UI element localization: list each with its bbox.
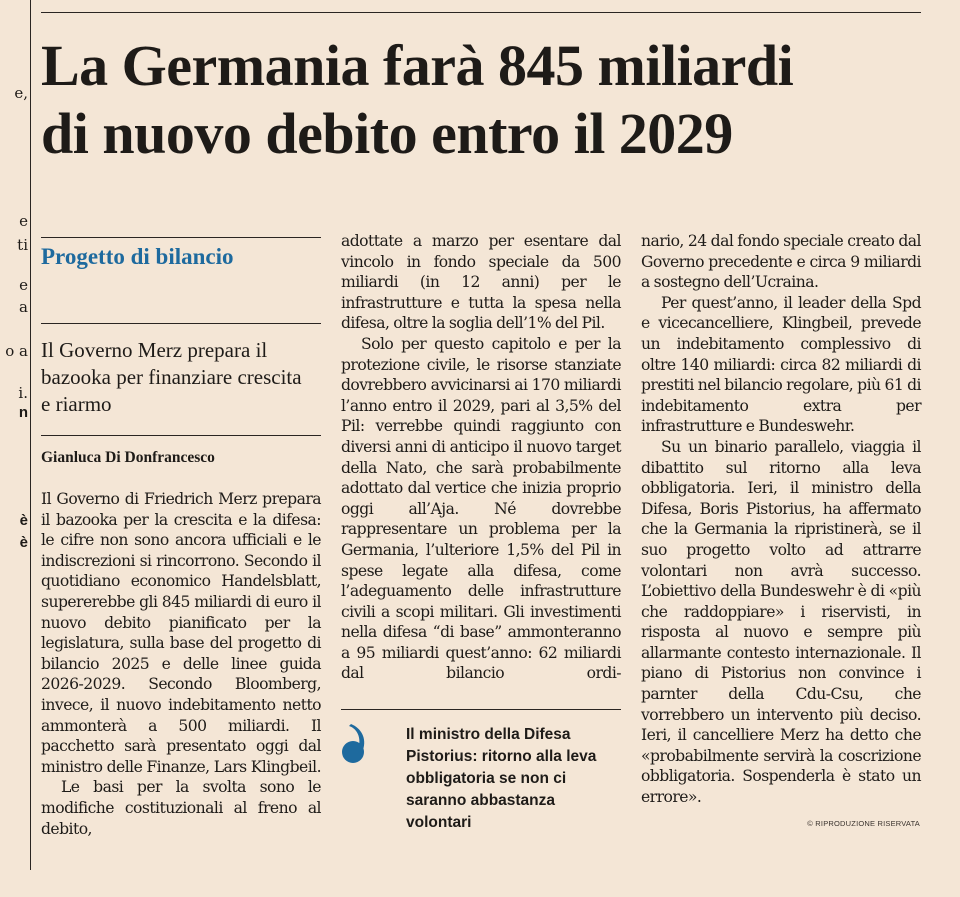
body-paragraph: Il Governo di Friedrich Merz prepara il … bbox=[41, 490, 322, 776]
fragment-text: a bbox=[19, 298, 28, 316]
body-paragraph: adottate a marzo per esentare dal vincol… bbox=[341, 232, 622, 333]
fragment-text: o a bbox=[5, 342, 28, 360]
headline: La Germania farà 845 miliardi di nuovo d… bbox=[41, 32, 941, 168]
headline-line: di nuovo debito entro il 2029 bbox=[41, 101, 733, 166]
pullquote-rule bbox=[341, 709, 621, 710]
body-column-1: Il Governo di Friedrich Merz prepara il … bbox=[41, 489, 322, 839]
fragment-text: n bbox=[18, 404, 28, 421]
body-paragraph: Su un binario parallelo, viaggia il diba… bbox=[641, 437, 922, 807]
previous-column-fragment: e, e ti e a o a i. n è è bbox=[0, 0, 28, 880]
body-column-2: adottate a marzo per esentare dal vincol… bbox=[341, 231, 622, 684]
top-rule bbox=[41, 12, 921, 13]
subtitle: Il Governo Merz prepara il bazooka per f… bbox=[41, 338, 302, 416]
copyright-notice: © RIPRODUZIONE RISERVATA bbox=[807, 819, 920, 828]
fragment-text: i. bbox=[18, 384, 28, 402]
fragment-text: e, bbox=[14, 84, 28, 102]
body-paragraph: Solo per questo capitolo e per la protez… bbox=[341, 334, 622, 683]
section-rule bbox=[41, 237, 321, 238]
section-label: Progetto di bilancio bbox=[41, 244, 234, 269]
pullquote: Il ministro della Difesa Pistorius: rito… bbox=[406, 726, 597, 831]
fragment-text: ti bbox=[17, 236, 28, 254]
author-rule bbox=[41, 435, 321, 436]
headline-line: La Germania farà 845 miliardi bbox=[41, 33, 794, 98]
fragment-text: e bbox=[19, 212, 28, 230]
fragment-text: e bbox=[19, 276, 28, 294]
body-paragraph: Le basi per la svolta sono le modifiche … bbox=[41, 778, 322, 838]
body-paragraph: Per quest’anno, il leader della Spd e vi… bbox=[641, 293, 922, 436]
body-column-3: nario, 24 dal fondo speciale creato dal … bbox=[641, 231, 922, 808]
fragment-text: è bbox=[19, 534, 28, 551]
subtitle-rule bbox=[41, 323, 321, 324]
author-byline: Gianluca Di Donfrancesco bbox=[41, 449, 215, 466]
body-paragraph: nario, 24 dal fondo speciale creato dal … bbox=[641, 232, 922, 292]
column-divider bbox=[30, 0, 31, 870]
opening-quote-icon bbox=[339, 724, 369, 770]
fragment-text: è bbox=[19, 512, 28, 529]
